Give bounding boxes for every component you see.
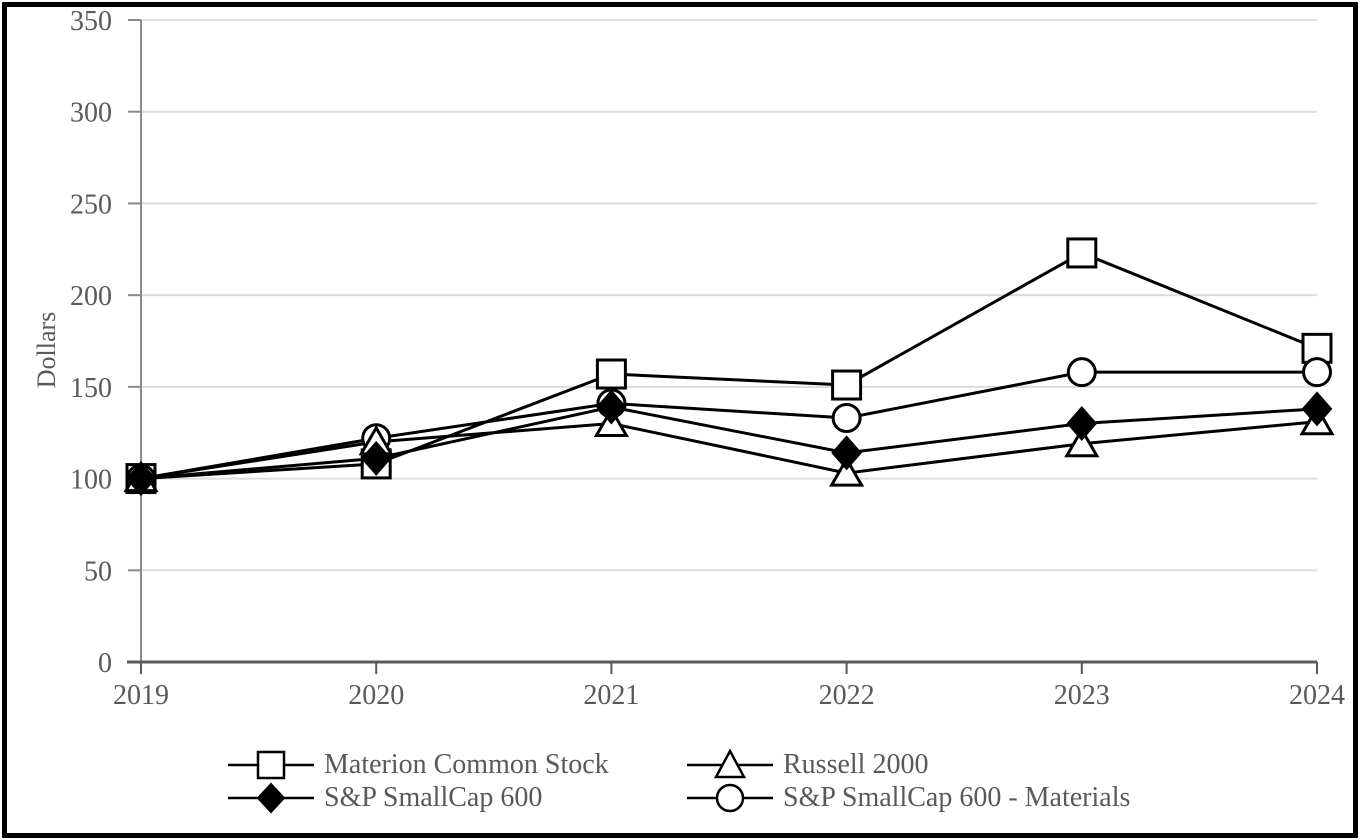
marker-square-2023 — [1066, 237, 1098, 269]
y-tick-label-50: 50 — [84, 556, 112, 587]
x-tick-label-2021: 2021 — [583, 680, 639, 711]
legend-label: S&P SmallCap 600 - Materials — [783, 782, 1131, 813]
marker-circle-2023 — [1066, 357, 1097, 388]
series-line-materion-common-stock — [140, 251, 1318, 481]
marker-square-2022 — [831, 369, 863, 401]
legend-item-russell-2000: Russell 2000 — [687, 748, 928, 782]
y-tick-label-100: 100 — [70, 465, 112, 496]
legend-marker-triangle — [687, 748, 773, 779]
legend-marker-square — [228, 750, 314, 780]
marker-triangle-2023 — [1064, 426, 1100, 458]
legend-label: Materion Common Stock — [324, 749, 609, 780]
marker-circle-2022 — [831, 403, 862, 434]
y-tick-label-200: 200 — [70, 281, 112, 312]
marker-diamond-2019 — [125, 461, 157, 497]
series-line-russell-2000 — [140, 420, 1318, 481]
y-tick-label-300: 300 — [70, 98, 112, 129]
x-tick-label-2019: 2019 — [113, 680, 169, 711]
x-tick-label-2022: 2022 — [819, 680, 875, 711]
x-tick-label-2024: 2024 — [1289, 680, 1345, 711]
marker-diamond-2023 — [1066, 406, 1098, 442]
marker-diamond-2020 — [360, 440, 392, 476]
marker-diamond-2021 — [596, 389, 627, 425]
x-tick-label-2023: 2023 — [1054, 680, 1110, 711]
marker-square-2021 — [595, 358, 627, 390]
y-tick-label-0: 0 — [98, 648, 112, 679]
legend-item-materion-common-stock: Materion Common Stock — [228, 748, 609, 782]
marker-diamond-2022 — [831, 435, 862, 471]
x-tick-label-2020: 2020 — [348, 680, 404, 711]
legend-item-sp-smallcap-600: S&P SmallCap 600 — [228, 781, 542, 815]
legend-label: S&P SmallCap 600 — [324, 782, 543, 813]
y-tick-label-150: 150 — [70, 373, 112, 404]
legend-label: Russell 2000 — [783, 749, 929, 780]
y-tick-label-350: 350 — [70, 6, 112, 37]
marker-circle-2024 — [1302, 357, 1332, 388]
series-line-s-p-smallcap-600-materials — [140, 370, 1317, 481]
legend-marker-circle — [687, 783, 773, 813]
legend-marker-diamond — [228, 782, 314, 814]
series-line-s-p-smallcap-600 — [140, 405, 1318, 481]
marker-diamond-2024 — [1301, 391, 1333, 427]
legend-item-sp-smallcap-600-materials: S&P SmallCap 600 - Materials — [687, 781, 1130, 815]
marker-triangle-2022 — [829, 456, 865, 487]
y-tick-label-250: 250 — [70, 189, 112, 220]
